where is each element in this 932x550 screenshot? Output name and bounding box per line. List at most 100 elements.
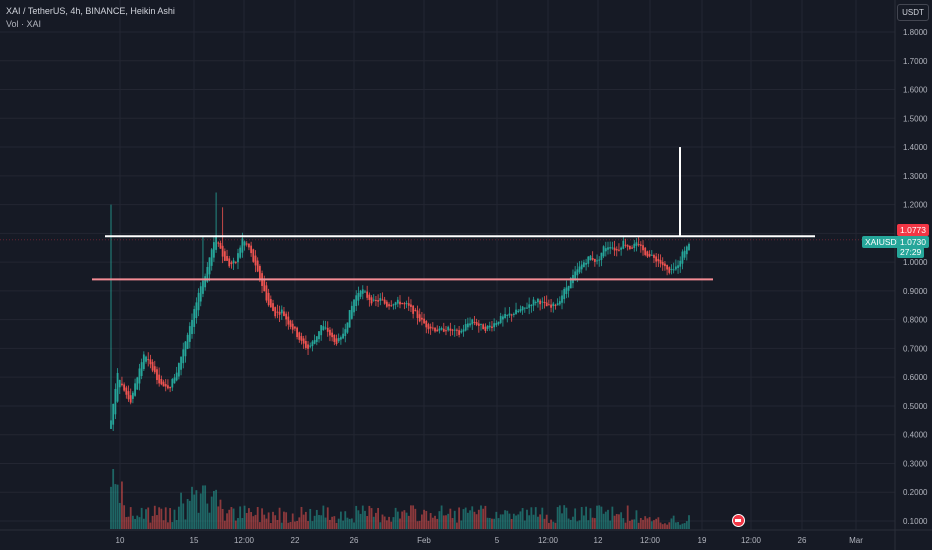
candle-body <box>162 381 165 387</box>
candle-body <box>195 302 198 318</box>
volume-bar <box>681 523 684 529</box>
volume-bar <box>434 515 436 529</box>
candle-body <box>600 252 603 260</box>
candle-body <box>637 244 640 246</box>
candle-body <box>228 258 231 267</box>
candle-body <box>173 377 176 384</box>
candle-body <box>431 327 434 329</box>
volume-bar <box>565 507 568 529</box>
candle-body <box>169 386 172 389</box>
candle-body <box>335 338 338 345</box>
candle-body <box>388 304 390 307</box>
volume-bar <box>127 516 130 529</box>
candle-body <box>407 303 410 306</box>
volume-bar <box>191 486 193 529</box>
volume-bar <box>213 490 215 529</box>
volume-bar <box>136 515 139 529</box>
candle-body <box>661 261 664 266</box>
candle-body <box>523 307 526 309</box>
candle-body <box>528 304 531 308</box>
candle-body <box>258 266 261 281</box>
candle-body <box>116 372 119 402</box>
countdown-tag: 27:29 <box>897 246 925 258</box>
candle-body <box>620 247 623 250</box>
candle-body <box>458 330 461 335</box>
horizontal-levels[interactable] <box>0 147 895 281</box>
volume-bar <box>114 484 117 529</box>
volume-bar <box>466 512 469 529</box>
volume-bar <box>252 516 255 529</box>
candle-body <box>221 245 224 257</box>
volume-bar <box>628 520 631 529</box>
volume-bar <box>346 517 349 529</box>
candle-body <box>495 323 498 326</box>
volume-bar <box>269 522 272 529</box>
candle-body <box>436 329 439 332</box>
volume-bar <box>521 508 524 529</box>
candle-body <box>578 266 581 273</box>
volume-bar <box>245 512 248 529</box>
candle-body <box>252 249 255 262</box>
earnings-flag-icon[interactable] <box>732 514 745 527</box>
volume-bar <box>537 516 539 529</box>
candle-body <box>197 292 200 311</box>
candle-body <box>491 326 493 329</box>
candle-body <box>167 385 169 389</box>
volume-bar <box>188 500 191 529</box>
candle-body <box>129 395 132 403</box>
volume-bar <box>283 511 285 529</box>
candle-body <box>488 325 491 328</box>
y-tick-label: 0.2000 <box>903 488 928 497</box>
candle-body <box>497 321 500 325</box>
candle-body <box>394 302 397 305</box>
volume-bar <box>526 509 528 529</box>
candle-body <box>372 299 375 301</box>
volume-bar <box>361 505 364 529</box>
volume-bar <box>329 519 331 529</box>
volume-bar <box>613 515 616 529</box>
candle-body <box>628 245 631 249</box>
volume-bar <box>545 514 548 529</box>
candle-body <box>151 361 154 371</box>
candle-body <box>311 341 314 347</box>
candle-body <box>243 241 246 246</box>
candle-body <box>653 255 655 258</box>
volume-bar <box>639 517 642 529</box>
volume-bar <box>583 515 585 529</box>
candle-body <box>289 320 292 327</box>
volume-bar <box>164 507 167 529</box>
volume-bar <box>618 514 620 529</box>
volume-bar <box>394 507 397 529</box>
volume-bar <box>256 507 259 529</box>
candle-body <box>241 238 244 253</box>
volume-bar <box>359 513 362 529</box>
volume-bar <box>261 508 263 529</box>
symbol-tag: XAIUSDT <box>862 236 905 248</box>
volume-bar <box>552 521 555 529</box>
candle-body <box>556 303 559 306</box>
volume-bar <box>587 520 590 529</box>
candle-body <box>324 327 327 329</box>
candle-body <box>254 255 257 266</box>
candle-body <box>477 323 480 326</box>
candle-body <box>534 302 537 304</box>
candle-body <box>451 329 454 331</box>
volume-bar <box>208 512 211 529</box>
candle-body <box>569 277 572 289</box>
candle-body <box>486 325 489 329</box>
candle-body <box>149 359 152 365</box>
candle-body <box>429 326 432 329</box>
candle-body <box>379 298 382 301</box>
volume-bar <box>230 507 233 529</box>
candle-body <box>383 299 386 304</box>
volume-bar <box>499 514 502 529</box>
candle-body <box>208 257 211 275</box>
candle-body <box>188 326 191 342</box>
volume-bar <box>670 518 673 529</box>
volume-bar <box>683 523 686 529</box>
candle-body <box>377 300 380 302</box>
volume-bar <box>162 520 165 529</box>
volume-bar <box>385 520 388 529</box>
currency-button[interactable]: USDT <box>897 4 929 21</box>
